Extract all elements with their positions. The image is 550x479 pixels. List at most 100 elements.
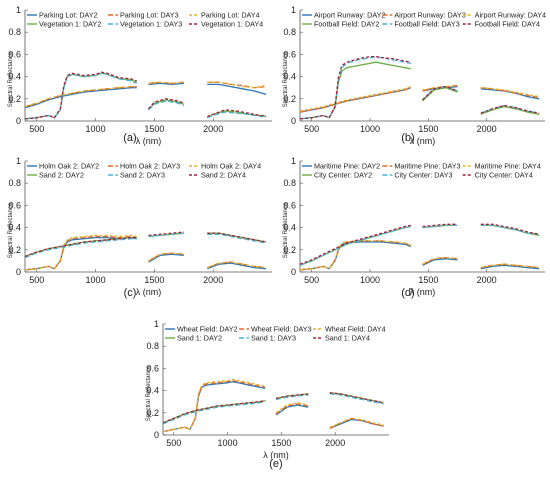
series-line [24, 85, 137, 108]
x-tick-label: 1500 [271, 438, 291, 448]
y-tick-label: 0 [154, 430, 159, 440]
y-axis-title: Spectral Reflectance [8, 202, 14, 258]
legend: Maritime Pine: DAY2 Maritime Pine: DAY3 Ma… [302, 162, 541, 180]
series-line [24, 87, 137, 109]
series-line [422, 223, 458, 228]
series-2 [24, 235, 267, 271]
series-line [422, 256, 458, 265]
x-tick-label: 1500 [144, 124, 164, 134]
series-5 [299, 55, 540, 120]
series-line [299, 240, 412, 271]
series-5 [24, 232, 267, 259]
series-3 [24, 234, 267, 271]
series-6 [162, 392, 384, 424]
series-line [329, 417, 384, 428]
y-tick-label: 0.6 [8, 49, 21, 59]
series-line [207, 233, 267, 244]
y-tick-label: 1 [291, 5, 296, 15]
x-tick-label: 500 [166, 438, 181, 448]
series-line [480, 104, 540, 114]
series-line [329, 393, 384, 405]
legend: Parking Lot: DAY2 Parking Lot: DAY3 Parkin… [27, 11, 263, 29]
y-tick-label: 1 [154, 319, 159, 329]
legend-label: Football Field: DAY3 [394, 20, 459, 29]
legend-label: Airport Runway: DAY3 [394, 11, 465, 20]
series-line [480, 87, 540, 99]
legend-label: Sand 2: DAY4 [201, 171, 246, 180]
series-line [480, 263, 540, 269]
x-tick-label: 2000 [203, 124, 223, 134]
legend-label: Airport Runway: DAY4 [475, 11, 546, 20]
x-tick-label: 2000 [325, 438, 345, 448]
y-tick-label: 0 [291, 116, 296, 126]
legend-label: City Center: DAY2 [314, 171, 372, 180]
series-line [299, 85, 412, 112]
x-tick-label: 500 [29, 275, 44, 285]
legend-label: Football Field: DAY4 [475, 20, 540, 29]
x-tick-label: 500 [304, 275, 319, 285]
series-line [24, 235, 137, 271]
panel-label: (a) [123, 132, 136, 144]
series-line [148, 99, 185, 111]
x-axis-title: λ (nm) [263, 450, 289, 460]
y-axis-title: Spectral Reflectance [146, 365, 152, 421]
series-line [299, 224, 411, 265]
x-tick-label: 2000 [203, 275, 223, 285]
legend: Airport Runway: DAY2 Airport Runway: DAY3… [302, 11, 546, 29]
series-line [422, 87, 458, 102]
y-tick-label: 0.4 [8, 223, 21, 233]
y-tick-label: 0.8 [8, 178, 21, 188]
x-tick-label: 500 [304, 124, 319, 134]
y-tick-label: 1 [16, 156, 21, 166]
x-axis-title: λ (nm) [410, 136, 436, 146]
series-line [148, 98, 185, 110]
x-tick-label: 500 [29, 124, 44, 134]
series-line [275, 393, 309, 400]
series-line [162, 401, 266, 425]
x-axis-title: λ (nm) [136, 287, 162, 297]
series-line [480, 264, 540, 270]
series-line [299, 240, 412, 271]
y-tick-label: 0.2 [8, 245, 21, 255]
x-tick-label: 2000 [477, 275, 497, 285]
legend-label: Vegetation 1: DAY4 [201, 20, 263, 29]
x-axis-title: λ (nm) [136, 136, 162, 146]
series-1 [299, 241, 540, 271]
y-tick-label: 0.6 [283, 200, 296, 210]
panel-label: (c) [124, 287, 137, 299]
series-line [299, 55, 411, 120]
series-line [207, 83, 267, 96]
y-tick-label: 1 [16, 5, 21, 15]
y-tick-label: 0.2 [146, 408, 159, 418]
y-tick-label: 0.6 [8, 200, 21, 210]
series-line [422, 224, 458, 229]
y-tick-label: 0.4 [283, 223, 296, 233]
series-2 [162, 379, 384, 433]
series-line [148, 100, 185, 111]
x-tick-label: 1000 [86, 124, 106, 134]
series-line [480, 105, 540, 115]
x-tick-label: 1500 [418, 124, 438, 134]
y-tick-label: 0 [16, 116, 21, 126]
y-tick-label: 0.2 [8, 94, 21, 104]
y-tick-label: 0.6 [283, 49, 296, 59]
legend-label: Maritime Pine: DAY3 [394, 162, 460, 171]
series-line [24, 85, 137, 108]
legend-label: Maritime Pine: DAY2 [314, 162, 380, 171]
legend-label: Airport Runway: DAY2 [314, 11, 385, 20]
series-line [422, 258, 458, 266]
series-5 [299, 224, 540, 266]
y-tick-label: 0.8 [283, 27, 296, 37]
series-line [480, 88, 540, 100]
x-tick-label: 2000 [477, 124, 497, 134]
series-line [275, 402, 309, 414]
series-6 [299, 223, 540, 265]
series-line [207, 232, 267, 243]
y-axis-title: Spectral Reflectance [283, 202, 289, 258]
series-line [422, 85, 458, 101]
